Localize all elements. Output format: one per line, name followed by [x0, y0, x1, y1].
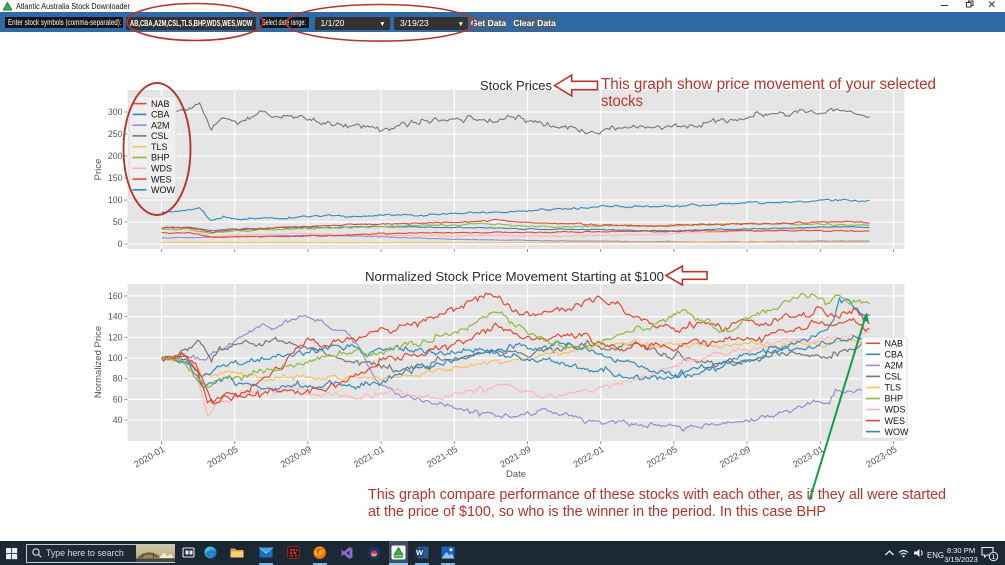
svg-text:Normalized Price: Normalized Price [93, 326, 104, 398]
svg-text:A2M: A2M [151, 120, 170, 130]
svg-text:WES: WES [151, 174, 172, 184]
svg-text:2020-05: 2020-05 [205, 444, 239, 470]
svg-text:100: 100 [108, 195, 123, 205]
svg-text:2022-05: 2022-05 [645, 444, 679, 470]
svg-text:TLS: TLS [885, 383, 902, 393]
svg-text:50: 50 [113, 217, 123, 227]
svg-text:WOW: WOW [885, 427, 909, 437]
svg-text:Normalized Stock Price Movemen: Normalized Stock Price Movement Starting… [365, 269, 664, 284]
svg-text:40: 40 [113, 415, 123, 425]
svg-text:Stock Prices: Stock Prices [480, 78, 552, 93]
svg-text:160: 160 [108, 291, 123, 301]
svg-text:2022-01: 2022-01 [571, 444, 605, 470]
svg-text:2023-05: 2023-05 [864, 444, 898, 470]
svg-text:BHP: BHP [885, 394, 904, 404]
svg-text:BHP: BHP [151, 153, 170, 163]
svg-text:80: 80 [113, 374, 123, 384]
svg-text:CBA: CBA [885, 350, 904, 360]
svg-text:60: 60 [113, 394, 123, 404]
svg-text:2022-09: 2022-09 [718, 444, 752, 470]
svg-text:100: 100 [108, 353, 123, 363]
svg-text:2021-05: 2021-05 [425, 444, 459, 470]
svg-text:NAB: NAB [885, 339, 904, 349]
svg-text:WOW: WOW [151, 185, 175, 195]
svg-text:Price: Price [93, 159, 104, 181]
svg-text:WDS: WDS [885, 405, 906, 415]
svg-text:WES: WES [885, 416, 906, 426]
svg-text:This graph compare performance: This graph compare performance of these … [368, 486, 946, 503]
svg-text:WDS: WDS [151, 164, 172, 174]
svg-text:TLS: TLS [151, 142, 168, 152]
svg-text:2021-09: 2021-09 [498, 444, 532, 470]
svg-text:CSL: CSL [151, 131, 169, 141]
svg-text:300: 300 [108, 107, 123, 117]
svg-text:W: W [416, 548, 424, 557]
svg-text:140: 140 [108, 312, 123, 322]
svg-text:120: 120 [108, 332, 123, 342]
svg-text:250: 250 [108, 129, 123, 139]
svg-text:at the price of $100, so who i: at the price of $100, so who is the winn… [368, 503, 826, 520]
svg-text:2020-09: 2020-09 [279, 444, 313, 470]
svg-text:A2M: A2M [885, 361, 904, 371]
svg-text:NAB: NAB [151, 99, 170, 109]
svg-text:2020-01: 2020-01 [132, 444, 166, 470]
svg-text:200: 200 [108, 151, 123, 161]
svg-text:2021-01: 2021-01 [352, 444, 386, 470]
svg-text:1: 1 [992, 554, 996, 561]
svg-text:stocks: stocks [601, 93, 643, 110]
svg-text:150: 150 [108, 173, 123, 183]
svg-text:This graph show price movement: This graph show price movement of your s… [601, 76, 936, 93]
svg-text:CSL: CSL [885, 372, 903, 382]
svg-text:0: 0 [118, 239, 123, 249]
svg-text:CBA: CBA [151, 110, 170, 120]
svg-text:Date: Date [506, 469, 526, 480]
